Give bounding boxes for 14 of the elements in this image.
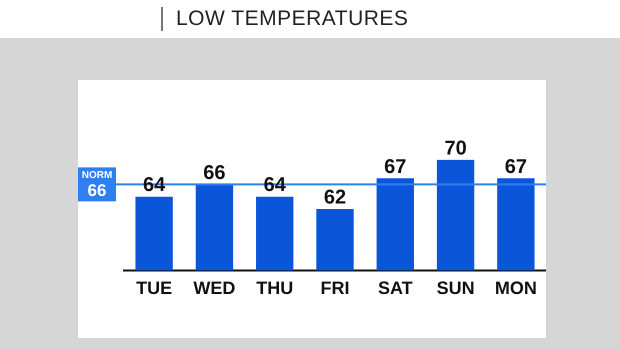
- x-tick-label: TUE: [136, 278, 172, 298]
- x-tick-label: SUN: [436, 278, 475, 298]
- data-label: 70: [444, 137, 467, 160]
- data-label: 67: [384, 156, 406, 178]
- data-label: 66: [203, 162, 226, 184]
- data-label: 62: [324, 186, 346, 208]
- x-tick-label: MON: [494, 278, 537, 298]
- x-tick-label: SAT: [378, 278, 413, 298]
- ref-line-label: NORM 66: [82, 170, 112, 200]
- x-tick-label: THU: [256, 278, 294, 298]
- data-label: 67: [504, 156, 527, 178]
- x-tick-label: WED: [193, 278, 236, 298]
- x-tick-label: FRI: [320, 278, 350, 298]
- chart-title: LOW TEMPERATURES: [176, 7, 408, 31]
